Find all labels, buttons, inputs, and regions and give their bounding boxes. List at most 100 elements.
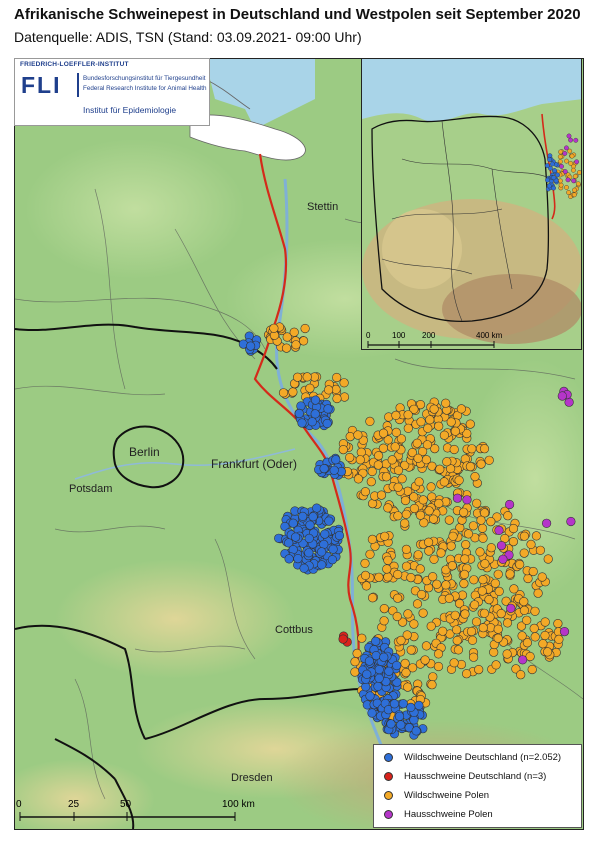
outbreak-dot-wild-pl xyxy=(465,419,475,429)
inset-map-canvas xyxy=(362,59,581,349)
outbreak-dot-wild-pl xyxy=(502,649,512,659)
outbreak-dot-wild-pl xyxy=(442,457,452,467)
outbreak-dot-wild-de xyxy=(373,681,383,692)
outbreak-dot-wild-pl xyxy=(540,630,550,641)
outbreak-dot-wild-pl xyxy=(491,660,501,670)
outbreak-dot-wild-pl xyxy=(494,586,504,597)
inset-dot-domestic-pl xyxy=(565,177,571,183)
outbreak-dot-wild-pl xyxy=(529,623,539,634)
legend-label-wild-de: Wildschweine Deutschland (n=2.052) xyxy=(404,751,562,763)
outbreak-dot-wild-pl xyxy=(383,555,393,565)
scale-tick-25: 25 xyxy=(68,799,80,810)
map-legend: Wildschweine Deutschland (n=2.052) Hauss… xyxy=(373,744,582,828)
outbreak-dot-wild-pl xyxy=(305,383,315,393)
outbreak-dot-wild-de xyxy=(329,465,339,475)
inset-dot-wild-pl xyxy=(564,184,569,190)
outbreak-dot-wild-de xyxy=(319,464,329,474)
outbreak-dot-wild-pl xyxy=(434,421,444,431)
outbreak-dot-wild-pl xyxy=(486,543,496,553)
outbreak-dot-wild-pl xyxy=(537,572,547,582)
outbreak-dot-wild-pl xyxy=(281,343,292,353)
place-label-berlin: Berlin xyxy=(129,445,160,459)
outbreak-dot-wild-pl xyxy=(434,498,444,509)
outbreak-dot-wild-pl xyxy=(420,655,430,665)
outbreak-dot-domestic-pl xyxy=(496,541,507,551)
outbreak-dot-wild-de xyxy=(362,669,372,679)
outbreak-dot-wild-pl xyxy=(289,327,299,337)
inset-dot-domestic-pl xyxy=(566,133,572,139)
outbreak-dot-wild-pl xyxy=(288,387,298,397)
outbreak-dot-wild-pl xyxy=(418,446,428,457)
outbreak-dot-wild-pl xyxy=(339,392,350,402)
outbreak-dot-wild-pl xyxy=(366,477,376,487)
outbreak-dot-domestic-pl xyxy=(559,626,570,637)
outbreak-dot-wild-pl xyxy=(447,561,457,571)
fli-logo-line1: Bundesforschungsinstitut für Tiergesundh… xyxy=(83,75,206,82)
outbreak-dot-wild-pl xyxy=(401,544,412,555)
outbreak-dot-wild-pl xyxy=(418,608,428,618)
outbreak-dot-wild-de xyxy=(322,418,332,429)
outbreak-dot-wild-pl xyxy=(345,452,355,463)
inset-dot-wild-pl xyxy=(571,192,577,198)
outbreak-dot-wild-pl xyxy=(452,635,462,646)
outbreak-dot-wild-pl xyxy=(378,443,389,453)
outbreak-dot-wild-pl xyxy=(409,619,419,629)
legend-dot-domestic-pl xyxy=(384,809,393,819)
outbreak-dot-wild-pl xyxy=(403,423,413,433)
legend-label-wild-pl: Wildschweine Polen xyxy=(404,789,490,801)
outbreak-dot-wild-pl xyxy=(413,550,423,560)
outbreak-dot-wild-pl xyxy=(401,509,411,519)
outbreak-dot-wild-pl xyxy=(282,332,292,342)
outbreak-dot-wild-de xyxy=(284,554,294,564)
outbreak-dot-wild-pl xyxy=(554,634,564,645)
overview-inset-map[interactable]: 0 100 200 400 km xyxy=(361,58,582,350)
inset-scale-tick-3: 400 km xyxy=(476,331,503,340)
outbreak-dot-wild-pl xyxy=(417,589,427,600)
outbreak-dot-wild-pl xyxy=(477,586,487,596)
outbreak-dot-wild-pl xyxy=(478,533,488,543)
outbreak-dot-wild-pl xyxy=(419,518,429,528)
outbreak-dot-domestic-pl xyxy=(557,391,567,401)
outbreak-dot-wild-pl xyxy=(493,569,503,579)
place-label-frankfurt: Frankfurt (Oder) xyxy=(211,457,298,471)
outbreak-dot-wild-pl xyxy=(505,569,515,579)
outbreak-dot-wild-pl xyxy=(376,490,387,500)
outbreak-dot-wild-pl xyxy=(356,447,366,457)
outbreak-dot-wild-pl xyxy=(453,645,464,655)
outbreak-dot-wild-pl xyxy=(381,472,392,482)
outbreak-dot-wild-pl xyxy=(409,404,419,414)
place-label-potsdam: Potsdam xyxy=(69,483,113,495)
outbreak-dot-wild-pl xyxy=(517,631,527,641)
inset-dot-domestic-pl xyxy=(562,151,568,156)
outbreak-dot-wild-pl xyxy=(392,611,402,622)
outbreak-dot-wild-pl xyxy=(374,451,384,461)
outbreak-dot-wild-pl xyxy=(373,460,383,470)
outbreak-dot-wild-pl xyxy=(412,599,423,609)
outbreak-dot-wild-pl xyxy=(424,537,434,547)
outbreak-dot-wild-pl xyxy=(535,545,546,555)
outbreak-dot-wild-de xyxy=(324,516,334,526)
outbreak-dot-wild-pl xyxy=(519,596,529,607)
fli-logo-institute: FRIEDRICH-LOEFFLER-INSTITUT xyxy=(20,61,129,68)
outbreak-dot-wild-pl xyxy=(501,596,511,606)
inset-dot-domestic-pl xyxy=(573,137,579,143)
outbreak-dot-wild-pl xyxy=(492,512,502,522)
outbreak-dot-wild-de xyxy=(386,719,396,729)
outbreak-dot-wild-pl xyxy=(355,455,365,465)
outbreak-dot-wild-pl xyxy=(460,609,470,619)
outbreak-dot-wild-de xyxy=(317,547,327,557)
outbreak-dot-wild-de xyxy=(288,518,298,528)
outbreak-dot-wild-pl xyxy=(409,492,419,502)
outbreak-dot-wild-pl xyxy=(401,561,412,571)
map-header: Afrikanische Schweinepest in Deutschland… xyxy=(0,0,596,58)
outbreak-dot-wild-pl xyxy=(393,482,403,492)
scale-tick-50: 50 xyxy=(120,799,132,810)
outbreak-dot-wild-pl xyxy=(508,523,519,534)
outbreak-dot-wild-de xyxy=(291,532,301,542)
outbreak-dot-wild-pl xyxy=(527,664,537,675)
outbreak-dot-wild-pl xyxy=(425,415,435,425)
outbreak-dot-wild-pl xyxy=(467,444,477,454)
outbreak-dot-wild-pl xyxy=(468,521,479,531)
outbreak-dot-wild-pl xyxy=(441,580,451,590)
outbreak-dot-wild-pl xyxy=(489,647,499,657)
